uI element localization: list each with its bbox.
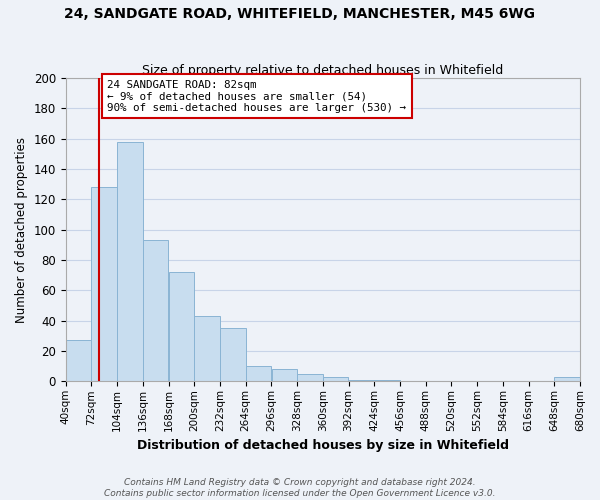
Bar (220, 328, 245, 382)
Bar (323, 377, 349, 382)
Text: Contains HM Land Registry data © Crown copyright and database right 2024.
Contai: Contains HM Land Registry data © Crown c… (104, 478, 496, 498)
Bar (117, 142, 143, 382)
Bar (349, 380, 374, 382)
Bar (374, 380, 400, 382)
Bar (272, 370, 297, 382)
Bar (554, 377, 580, 382)
Text: 24, SANDGATE ROAD, WHITEFIELD, MANCHESTER, M45 6WG: 24, SANDGATE ROAD, WHITEFIELD, MANCHESTE… (65, 8, 536, 22)
Bar (91, 188, 117, 382)
Text: 24 SANDGATE ROAD: 82sqm
← 9% of detached houses are smaller (54)
90% of semi-det: 24 SANDGATE ROAD: 82sqm ← 9% of detached… (107, 80, 406, 113)
Bar (194, 316, 220, 382)
Y-axis label: Number of detached properties: Number of detached properties (15, 137, 28, 323)
Bar (169, 272, 194, 382)
Bar (246, 366, 271, 382)
Title: Size of property relative to detached houses in Whitefield: Size of property relative to detached ho… (142, 64, 503, 77)
X-axis label: Distribution of detached houses by size in Whitefield: Distribution of detached houses by size … (137, 440, 509, 452)
Bar (66, 340, 91, 382)
Bar (297, 374, 323, 382)
Bar (143, 240, 169, 382)
